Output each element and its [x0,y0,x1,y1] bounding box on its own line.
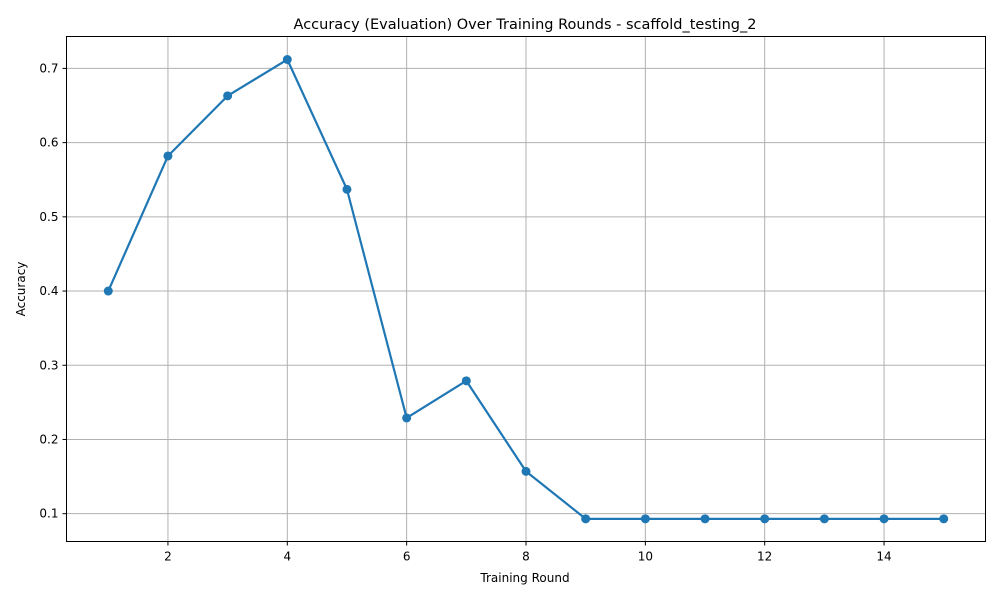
data-point [819,514,829,524]
y-tick-label: 0.3 [39,358,58,372]
data-point [700,514,710,524]
data-point [760,514,770,524]
x-tick-label: 8 [522,550,530,564]
y-tick-label: 0.6 [39,136,58,150]
y-tick-label: 0.5 [39,210,58,224]
data-point [163,151,173,161]
x-tick-label: 2 [164,550,172,564]
data-point [879,514,889,524]
series-layer [103,55,949,524]
data-point [402,413,412,423]
x-tick-label: 4 [283,550,291,564]
x-tick-label: 12 [757,550,772,564]
data-point [581,514,591,524]
data-point [521,466,531,476]
x-tick-label: 14 [876,550,891,564]
y-tick-label: 0.4 [39,284,58,298]
x-axis: 2 4 6 8 10 12 14 [164,541,892,564]
y-axis: 0.1 0.2 0.3 0.4 0.5 0.6 0.7 [39,61,67,521]
data-point [640,514,650,524]
data-point [461,376,471,386]
y-tick-label: 0.2 [39,432,58,446]
chart-title: Accuracy (Evaluation) Over Training Roun… [294,17,757,33]
grid [66,36,986,542]
x-tick-label: 10 [638,550,653,564]
data-point [342,184,352,194]
data-point [939,514,949,524]
data-point [103,286,113,296]
y-axis-label: Accuracy [14,262,28,317]
data-point [282,55,292,65]
x-tick-label: 6 [403,550,411,564]
x-axis-label: Training Round [479,571,569,585]
data-point [223,91,233,101]
y-tick-label: 0.7 [39,61,58,75]
y-tick-label: 0.1 [39,507,58,521]
